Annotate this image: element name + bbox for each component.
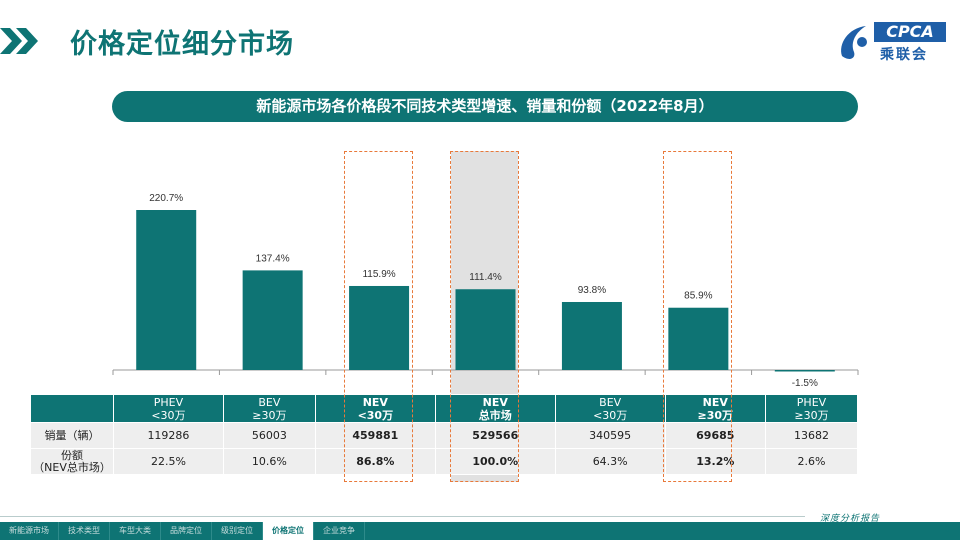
bar bbox=[136, 210, 197, 370]
chart-title-banner: 新能源市场各价格段不同技术类型增速、销量和份额（2022年8月） bbox=[112, 91, 858, 122]
table-cell: 2.6% bbox=[764, 448, 859, 475]
footer-divider bbox=[0, 516, 805, 517]
table-cell: 22.5% bbox=[113, 448, 224, 475]
table-column-header: PHEV ≥30万 bbox=[764, 394, 859, 423]
bar bbox=[668, 307, 729, 370]
header-line: BEV bbox=[258, 395, 281, 409]
header-line: 总市场 bbox=[478, 408, 512, 422]
table-row: 份额 （NEV总市场） 22.5% 10.6% 86.8% 100.0% 64.3% 13.2… bbox=[30, 448, 859, 475]
highlight-box-nev-total bbox=[450, 151, 519, 482]
header-line: <30万 bbox=[151, 408, 186, 422]
table-column-header: NEV 总市场 bbox=[434, 394, 556, 423]
bar-data-label: 137.4% bbox=[256, 253, 290, 264]
footer-nav-item[interactable]: 新能源市场 bbox=[0, 522, 59, 540]
footer-nav-item[interactable]: 价格定位 bbox=[263, 522, 314, 540]
table-column-header: BEV ≥30万 bbox=[222, 394, 316, 423]
header-line: ≥30万 bbox=[252, 408, 287, 422]
header-line: ≥30万 bbox=[794, 408, 829, 422]
table-cell: 529566 bbox=[434, 422, 556, 449]
header-line: <30万 bbox=[357, 408, 394, 422]
table-cell: 56003 bbox=[222, 422, 316, 449]
bar-data-label: 85.9% bbox=[684, 291, 712, 302]
table-cell: 10.6% bbox=[222, 448, 316, 475]
report-label: 深度分析报告 bbox=[820, 514, 881, 524]
header-line: NEV bbox=[362, 395, 388, 409]
footer-bar bbox=[0, 522, 960, 540]
footer-nav-item[interactable]: 品牌定位 bbox=[161, 522, 212, 540]
footer-nav-item[interactable]: 企业竞争 bbox=[314, 522, 365, 540]
header-line: NEV bbox=[482, 395, 508, 409]
logo-text: CPCA bbox=[874, 22, 946, 42]
logo-sub: 乘联会 bbox=[880, 47, 928, 63]
header-line: PHEV bbox=[796, 395, 827, 409]
bar bbox=[455, 289, 516, 370]
page-title: 价格定位细分市场 bbox=[70, 29, 294, 60]
table-cell: 13682 bbox=[764, 422, 859, 449]
table-cell: 64.3% bbox=[554, 448, 666, 475]
header-line: ≥30万 bbox=[697, 408, 734, 422]
header-line: BEV bbox=[599, 395, 622, 409]
table-header-row: PHEV <30万 BEV ≥30万 NEV <30万 NEV 总市场 BEV <30万 NEV ≥3… bbox=[30, 394, 859, 423]
table-column-header: BEV <30万 bbox=[554, 394, 666, 423]
table-cell: 86.8% bbox=[314, 448, 436, 475]
bar-data-label: 93.8% bbox=[578, 285, 606, 296]
header-line: <30万 bbox=[593, 408, 628, 422]
table-cell: 119286 bbox=[113, 422, 224, 449]
chevron-right-icon bbox=[0, 28, 38, 54]
header-line: NEV bbox=[702, 395, 728, 409]
bar bbox=[349, 285, 410, 370]
bar-data-label: -1.5% bbox=[792, 378, 818, 389]
table-row-header: 份额 （NEV总市场） bbox=[30, 448, 114, 475]
footer-nav-item[interactable]: 技术类型 bbox=[59, 522, 110, 540]
row-label: 销量（辆） bbox=[44, 428, 100, 442]
table-cell: 100.0% bbox=[434, 448, 556, 475]
table-column-header: NEV <30万 bbox=[314, 394, 436, 423]
bar-data-label: 111.4% bbox=[469, 272, 502, 283]
bar bbox=[561, 301, 622, 370]
table-cell: 340595 bbox=[554, 422, 666, 449]
bar-data-label: 115.9% bbox=[362, 269, 395, 280]
footer-nav: 新能源市场 技术类型 车型大类 品牌定位 级别定位 价格定位 企业竞争 bbox=[0, 522, 365, 540]
header-line: PHEV bbox=[153, 395, 184, 409]
table-row: 销量（辆） 119286 56003 459881 529566 340595 69685 1… bbox=[30, 422, 859, 449]
table-corner bbox=[30, 394, 114, 423]
bar-data-label: 220.7% bbox=[149, 193, 183, 204]
page-number: 20 bbox=[938, 524, 951, 535]
row-label: （NEV总市场） bbox=[33, 460, 111, 474]
row-label: 份额 bbox=[61, 448, 83, 462]
cpca-logo: CPCA 乘联会 bbox=[836, 20, 946, 66]
table-column-header: PHEV <30万 bbox=[113, 394, 224, 423]
footer-nav-item[interactable]: 车型大类 bbox=[110, 522, 161, 540]
table-cell: 13.2% bbox=[664, 448, 766, 475]
data-table: PHEV <30万 BEV ≥30万 NEV <30万 NEV 总市场 BEV <30万 NEV ≥3… bbox=[30, 394, 859, 475]
header: 价格定位细分市场 CPCA 乘联会 bbox=[0, 0, 960, 80]
table-cell: 459881 bbox=[314, 422, 436, 449]
swirl-logo-icon bbox=[841, 26, 867, 59]
table-row-header: 销量（辆） bbox=[30, 422, 114, 449]
highlight-box-nev-ge30 bbox=[663, 151, 732, 482]
bar bbox=[774, 370, 835, 372]
bar bbox=[242, 270, 303, 370]
highlight-box-nev-lt30 bbox=[344, 151, 413, 482]
bar-chart: 220.7% 137.4% 115.9% 111.4% 93.8% 85.9% -1.5% bbox=[112, 193, 859, 389]
footer-nav-item[interactable]: 级别定位 bbox=[212, 522, 263, 540]
